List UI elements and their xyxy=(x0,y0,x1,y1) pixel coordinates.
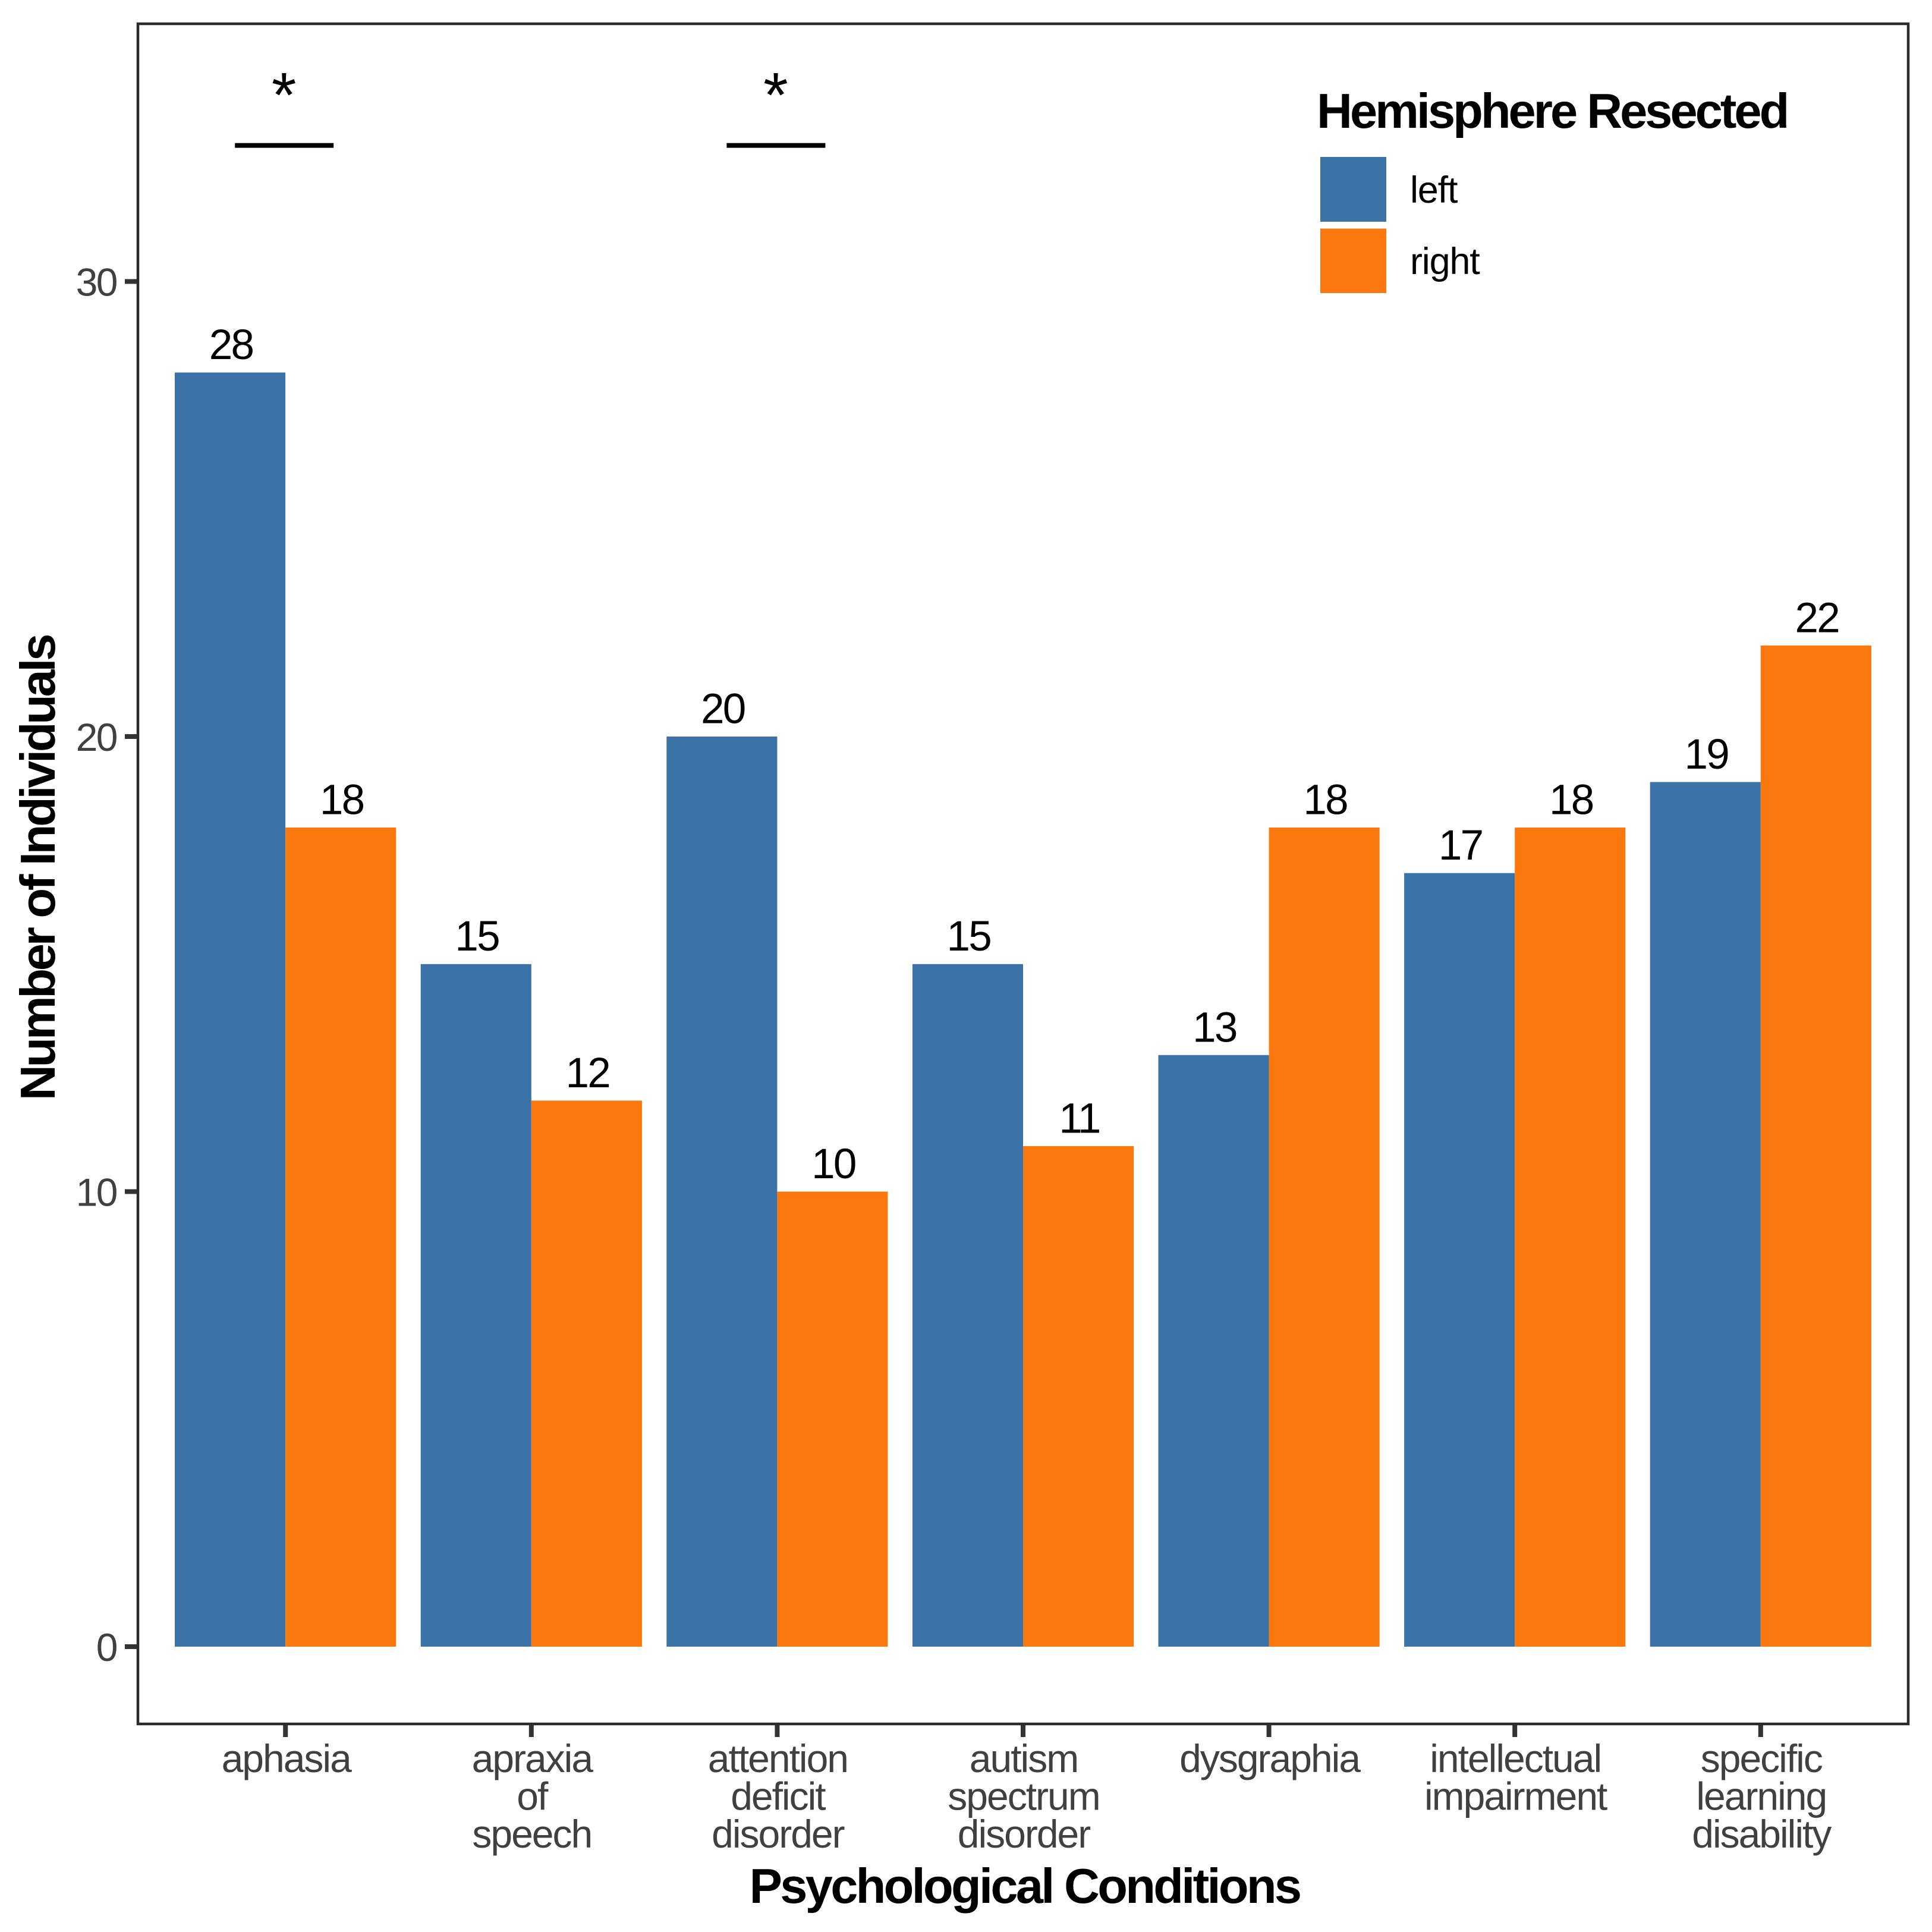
svg-text:18: 18 xyxy=(1303,777,1347,824)
svg-text:of: of xyxy=(517,1774,549,1818)
svg-text:15: 15 xyxy=(947,913,991,960)
svg-text:11: 11 xyxy=(1059,1096,1099,1143)
svg-text:Hemisphere Resected: Hemisphere Resected xyxy=(1317,83,1787,139)
svg-text:12: 12 xyxy=(565,1050,609,1097)
svg-text:disorder: disorder xyxy=(712,1812,844,1856)
svg-text:intellectual: intellectual xyxy=(1430,1736,1601,1780)
svg-text:22: 22 xyxy=(1795,594,1839,641)
svg-text:0: 0 xyxy=(96,1625,117,1669)
svg-text:attention: attention xyxy=(708,1736,848,1780)
svg-text:*: * xyxy=(272,59,297,131)
svg-text:10: 10 xyxy=(76,1170,117,1214)
svg-text:learning: learning xyxy=(1696,1774,1826,1818)
svg-text:28: 28 xyxy=(209,322,253,369)
svg-text:dysgraphia: dysgraphia xyxy=(1179,1736,1361,1780)
svg-text:Psychological Conditions: Psychological Conditions xyxy=(750,1858,1300,1914)
svg-text:15: 15 xyxy=(455,913,499,960)
svg-text:18: 18 xyxy=(320,777,364,824)
svg-text:13: 13 xyxy=(1192,1004,1236,1051)
svg-text:autism: autism xyxy=(970,1736,1078,1780)
svg-text:disability: disability xyxy=(1692,1812,1832,1856)
svg-text:30: 30 xyxy=(76,260,117,304)
svg-text:specific: specific xyxy=(1701,1736,1823,1780)
svg-text:apraxia: apraxia xyxy=(472,1736,594,1780)
svg-text:right: right xyxy=(1410,241,1480,282)
svg-text:left: left xyxy=(1410,169,1458,211)
svg-text:aphasia: aphasia xyxy=(222,1736,352,1780)
svg-text:18: 18 xyxy=(1549,777,1593,824)
svg-text:10: 10 xyxy=(811,1141,855,1188)
svg-text:disorder: disorder xyxy=(958,1812,1090,1856)
svg-text:*: * xyxy=(763,59,788,131)
svg-text:20: 20 xyxy=(76,715,117,759)
svg-text:17: 17 xyxy=(1439,822,1482,869)
svg-text:spectrum: spectrum xyxy=(948,1774,1099,1818)
svg-text:20: 20 xyxy=(701,686,745,733)
svg-text:speech: speech xyxy=(472,1812,591,1856)
svg-text:Number of Individuals: Number of Individuals xyxy=(10,635,65,1100)
svg-text:impairment: impairment xyxy=(1424,1774,1607,1818)
svg-text:deficit: deficit xyxy=(731,1774,826,1818)
svg-text:19: 19 xyxy=(1684,731,1728,778)
